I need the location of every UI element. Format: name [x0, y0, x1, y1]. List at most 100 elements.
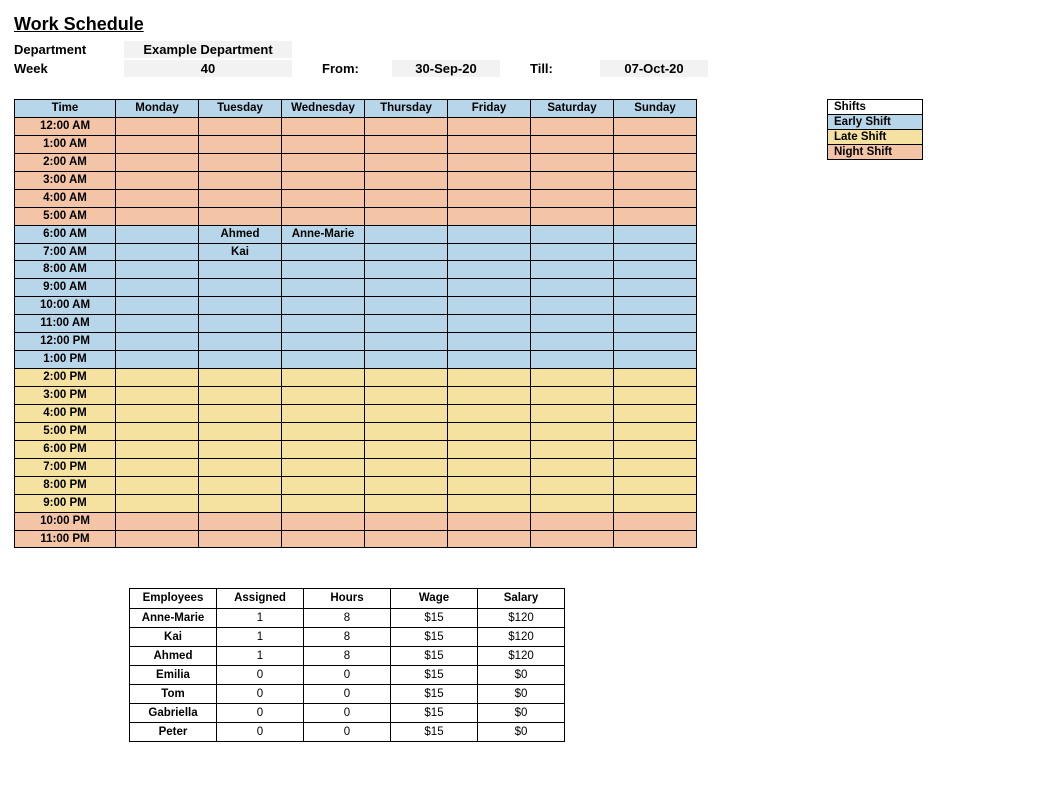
page-title: Work Schedule [14, 14, 1050, 35]
employee-cell: $0 [478, 704, 565, 723]
employee-cell: $0 [478, 665, 565, 684]
schedule-cell [116, 458, 199, 476]
schedule-cell [116, 135, 199, 153]
schedule-cell [282, 315, 365, 333]
schedule-cell [116, 512, 199, 530]
schedule-cell [448, 494, 531, 512]
schedule-cell [448, 440, 531, 458]
schedule-cell [614, 494, 697, 512]
employee-cell: 0 [217, 684, 304, 703]
schedule-header-day: Saturday [531, 100, 614, 118]
schedule-cell [365, 135, 448, 153]
schedule-row: 10:00 AM [15, 297, 697, 315]
employee-cell: 0 [304, 684, 391, 703]
schedule-cell [365, 189, 448, 207]
employee-table: EmployeesAssignedHoursWageSalary Anne-Ma… [129, 588, 565, 742]
schedule-cell [614, 171, 697, 189]
schedule-cell [448, 351, 531, 369]
schedule-cell [282, 422, 365, 440]
employee-cell: $120 [478, 608, 565, 627]
time-cell: 2:00 AM [15, 153, 116, 171]
schedule-cell [116, 189, 199, 207]
legend-item: Night Shift [828, 145, 923, 160]
schedule-cell [282, 279, 365, 297]
schedule-cell [116, 225, 199, 243]
employee-row: Tom00$15$0 [130, 684, 565, 703]
time-cell: 5:00 AM [15, 207, 116, 225]
from-label: From: [322, 61, 382, 76]
time-cell: 10:00 AM [15, 297, 116, 315]
schedule-cell [531, 243, 614, 261]
schedule-cell [199, 117, 282, 135]
time-cell: 2:00 PM [15, 369, 116, 387]
schedule-header-day: Tuesday [199, 100, 282, 118]
schedule-cell [116, 530, 199, 548]
schedule-row: 3:00 AM [15, 171, 697, 189]
dept-value: Example Department [124, 41, 292, 58]
time-cell: 6:00 PM [15, 440, 116, 458]
legend-item: Early Shift [828, 115, 923, 130]
schedule-row: 11:00 AM [15, 315, 697, 333]
schedule-cell [614, 333, 697, 351]
time-cell: 4:00 AM [15, 189, 116, 207]
schedule-cell [199, 315, 282, 333]
schedule-cell [614, 225, 697, 243]
schedule-cell [365, 512, 448, 530]
schedule-cell [448, 458, 531, 476]
schedule-cell [614, 387, 697, 405]
time-cell: 10:00 PM [15, 512, 116, 530]
schedule-cell [531, 530, 614, 548]
time-cell: 12:00 AM [15, 117, 116, 135]
schedule-cell [199, 261, 282, 279]
schedule-cell [116, 422, 199, 440]
employee-name: Tom [130, 684, 217, 703]
legend-item: Late Shift [828, 130, 923, 145]
schedule-row: 3:00 PM [15, 387, 697, 405]
schedule-cell [116, 153, 199, 171]
schedule-cell [199, 404, 282, 422]
schedule-cell [365, 243, 448, 261]
meta-row-week: Week 40 From: 30-Sep-20 Till: 07-Oct-20 [14, 60, 1050, 77]
schedule-row: 1:00 AM [15, 135, 697, 153]
schedule-cell [531, 171, 614, 189]
schedule-cell [365, 351, 448, 369]
schedule-cell [614, 297, 697, 315]
schedule-cell [365, 458, 448, 476]
employee-row: Ahmed18$15$120 [130, 646, 565, 665]
employee-cell: $15 [391, 627, 478, 646]
schedule-row: 2:00 AM [15, 153, 697, 171]
schedule-cell [614, 404, 697, 422]
schedule-cell [365, 117, 448, 135]
schedule-cell [531, 297, 614, 315]
schedule-row: 12:00 AM [15, 117, 697, 135]
schedule-cell [531, 153, 614, 171]
schedule-cell [448, 279, 531, 297]
schedule-cell [531, 351, 614, 369]
schedule-cell [365, 476, 448, 494]
schedule-cell [614, 440, 697, 458]
employee-cell: $15 [391, 608, 478, 627]
legend-title: Shifts [828, 100, 923, 115]
time-cell: 5:00 PM [15, 422, 116, 440]
meta-row-department: Department Example Department [14, 41, 1050, 58]
schedule-cell [531, 279, 614, 297]
employee-name: Ahmed [130, 646, 217, 665]
employee-cell: 1 [217, 627, 304, 646]
schedule-cell [448, 189, 531, 207]
schedule-cell [365, 315, 448, 333]
schedule-cell [199, 153, 282, 171]
schedule-row: 5:00 PM [15, 422, 697, 440]
schedule-cell [199, 135, 282, 153]
schedule-cell [282, 153, 365, 171]
schedule-cell [116, 297, 199, 315]
schedule-row: 9:00 AM [15, 279, 697, 297]
schedule-row: 1:00 PM [15, 351, 697, 369]
schedule-row: 7:00 AMKai [15, 243, 697, 261]
employee-row: Peter00$15$0 [130, 723, 565, 742]
schedule-cell [531, 512, 614, 530]
schedule-cell [614, 117, 697, 135]
schedule-cell [531, 225, 614, 243]
schedule-cell [614, 512, 697, 530]
schedule-cell [282, 530, 365, 548]
schedule-header-day: Wednesday [282, 100, 365, 118]
